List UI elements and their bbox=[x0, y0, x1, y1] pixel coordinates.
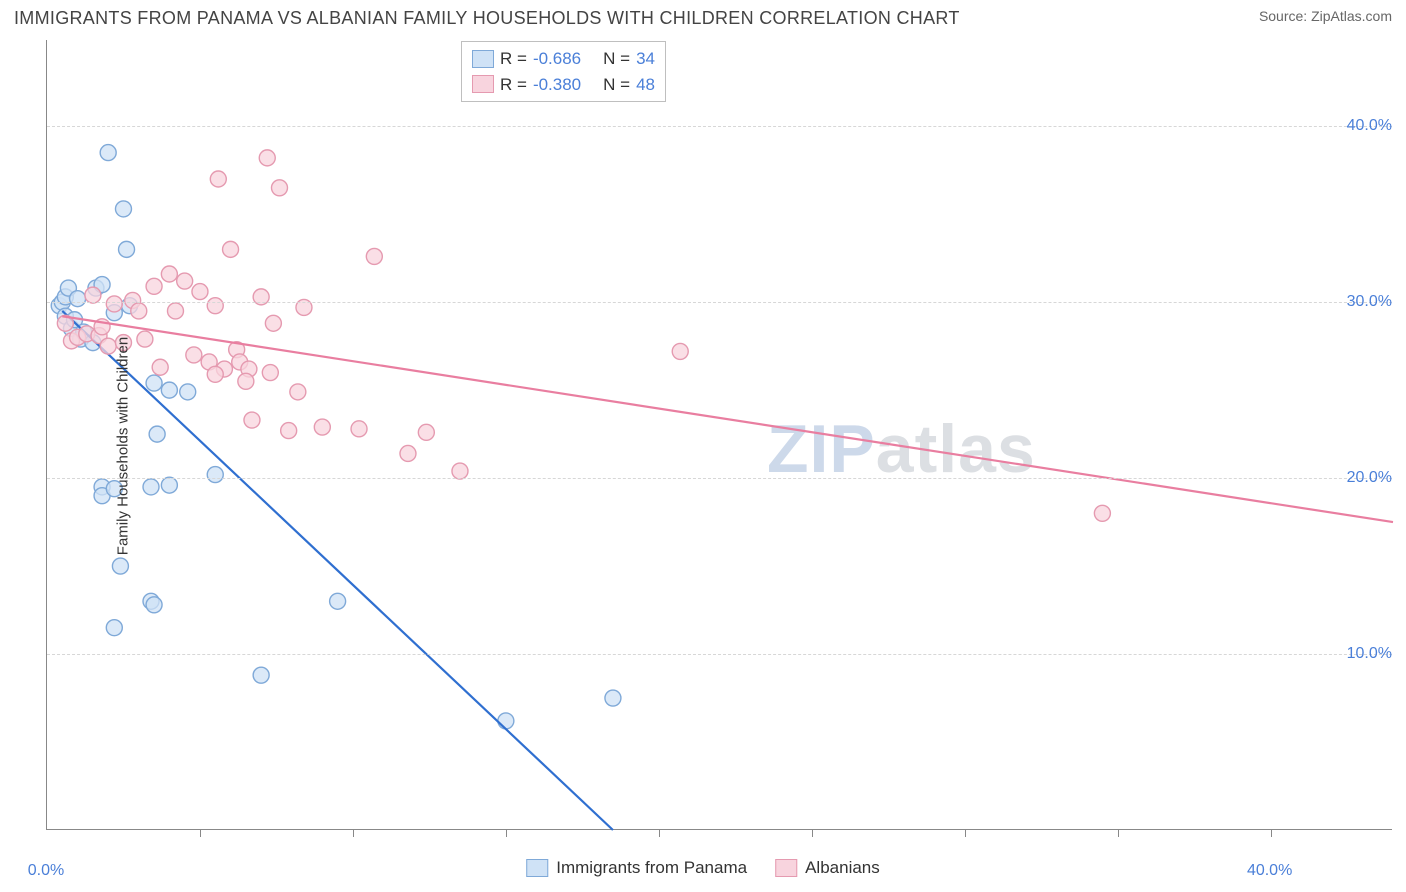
scatter-point-panama bbox=[70, 291, 86, 307]
grid-line bbox=[47, 126, 1392, 127]
scatter-point-albanians bbox=[223, 241, 239, 257]
scatter-point-panama bbox=[161, 477, 177, 493]
y-tick-label: 40.0% bbox=[1347, 117, 1392, 135]
stats-row-albanians: R =-0.380 N =48 bbox=[472, 72, 655, 98]
r-label: R = bbox=[500, 46, 527, 72]
scatter-point-albanians bbox=[186, 347, 202, 363]
chart-source: Source: ZipAtlas.com bbox=[1259, 8, 1392, 24]
scatter-point-albanians bbox=[161, 266, 177, 282]
scatter-point-albanians bbox=[290, 384, 306, 400]
scatter-point-albanians bbox=[1094, 505, 1110, 521]
stats-row-panama: R =-0.686 N =34 bbox=[472, 46, 655, 72]
scatter-point-panama bbox=[119, 241, 135, 257]
legend-swatch-albanians bbox=[775, 859, 797, 877]
scatter-point-albanians bbox=[259, 150, 275, 166]
n-value: 48 bbox=[636, 72, 655, 98]
scatter-point-panama bbox=[180, 384, 196, 400]
scatter-point-albanians bbox=[351, 421, 367, 437]
x-tick bbox=[965, 829, 966, 837]
scatter-point-panama bbox=[161, 382, 177, 398]
x-tick bbox=[1271, 829, 1272, 837]
r-label: R = bbox=[500, 72, 527, 98]
scatter-point-albanians bbox=[177, 273, 193, 289]
scatter-point-albanians bbox=[262, 365, 278, 381]
scatter-point-albanians bbox=[106, 296, 122, 312]
y-axis-label: Family Households with Children bbox=[115, 337, 132, 555]
scatter-svg bbox=[47, 40, 1392, 829]
y-tick-label: 10.0% bbox=[1347, 645, 1392, 663]
scatter-point-panama bbox=[143, 479, 159, 495]
scatter-point-panama bbox=[106, 620, 122, 636]
scatter-point-panama bbox=[149, 426, 165, 442]
scatter-point-albanians bbox=[131, 303, 147, 319]
x-tick bbox=[353, 829, 354, 837]
scatter-point-panama bbox=[100, 145, 116, 161]
legend-item-albanians: Albanians bbox=[775, 858, 880, 878]
n-label: N = bbox=[603, 46, 630, 72]
r-value: -0.380 bbox=[533, 72, 581, 98]
legend-swatch-panama bbox=[526, 859, 548, 877]
x-tick bbox=[812, 829, 813, 837]
stats-legend-box: R =-0.686 N =34 R =-0.380 N =48 bbox=[461, 41, 666, 102]
scatter-point-albanians bbox=[265, 315, 281, 331]
y-tick-label: 30.0% bbox=[1347, 293, 1392, 311]
scatter-point-albanians bbox=[400, 445, 416, 461]
scatter-point-albanians bbox=[244, 412, 260, 428]
legend-item-panama: Immigrants from Panama bbox=[526, 858, 747, 878]
x-tick bbox=[1118, 829, 1119, 837]
scatter-point-albanians bbox=[207, 366, 223, 382]
scatter-point-albanians bbox=[210, 171, 226, 187]
swatch-albanians bbox=[472, 75, 494, 93]
y-tick-label: 20.0% bbox=[1347, 469, 1392, 487]
grid-line bbox=[47, 654, 1392, 655]
scatter-point-panama bbox=[605, 690, 621, 706]
x-tick bbox=[200, 829, 201, 837]
scatter-point-albanians bbox=[418, 424, 434, 440]
x-tick-label: 0.0% bbox=[28, 862, 64, 880]
scatter-point-panama bbox=[207, 467, 223, 483]
legend-label: Albanians bbox=[805, 858, 880, 878]
scatter-point-albanians bbox=[672, 343, 688, 359]
scatter-point-panama bbox=[498, 713, 514, 729]
scatter-point-albanians bbox=[238, 373, 254, 389]
scatter-point-albanians bbox=[207, 298, 223, 314]
grid-line bbox=[47, 302, 1392, 303]
scatter-point-panama bbox=[330, 593, 346, 609]
scatter-point-albanians bbox=[137, 331, 153, 347]
grid-line bbox=[47, 478, 1392, 479]
scatter-point-albanians bbox=[271, 180, 287, 196]
r-value: -0.686 bbox=[533, 46, 581, 72]
x-tick bbox=[506, 829, 507, 837]
scatter-point-panama bbox=[253, 667, 269, 683]
n-value: 34 bbox=[636, 46, 655, 72]
x-tick bbox=[659, 829, 660, 837]
n-label: N = bbox=[603, 72, 630, 98]
scatter-point-albanians bbox=[146, 278, 162, 294]
legend-label: Immigrants from Panama bbox=[556, 858, 747, 878]
bottom-legend: Immigrants from Panama Albanians bbox=[526, 858, 880, 878]
scatter-point-albanians bbox=[192, 284, 208, 300]
scatter-point-panama bbox=[115, 201, 131, 217]
scatter-point-panama bbox=[146, 375, 162, 391]
scatter-point-panama bbox=[146, 597, 162, 613]
scatter-point-albanians bbox=[85, 287, 101, 303]
scatter-point-albanians bbox=[152, 359, 168, 375]
regression-line-albanians bbox=[62, 316, 1393, 522]
scatter-point-panama bbox=[112, 558, 128, 574]
chart-plot-area: ZIPatlas R =-0.686N =34R =-0.380N =48 bbox=[46, 40, 1392, 830]
scatter-point-albanians bbox=[281, 423, 297, 439]
scatter-point-albanians bbox=[314, 419, 330, 435]
scatter-point-albanians bbox=[366, 248, 382, 264]
scatter-point-albanians bbox=[452, 463, 468, 479]
scatter-point-albanians bbox=[167, 303, 183, 319]
swatch-panama bbox=[472, 50, 494, 68]
chart-header: IMMIGRANTS FROM PANAMA VS ALBANIAN FAMIL… bbox=[0, 0, 1406, 29]
chart-title: IMMIGRANTS FROM PANAMA VS ALBANIAN FAMIL… bbox=[14, 8, 960, 29]
x-tick-label: 40.0% bbox=[1247, 862, 1292, 880]
